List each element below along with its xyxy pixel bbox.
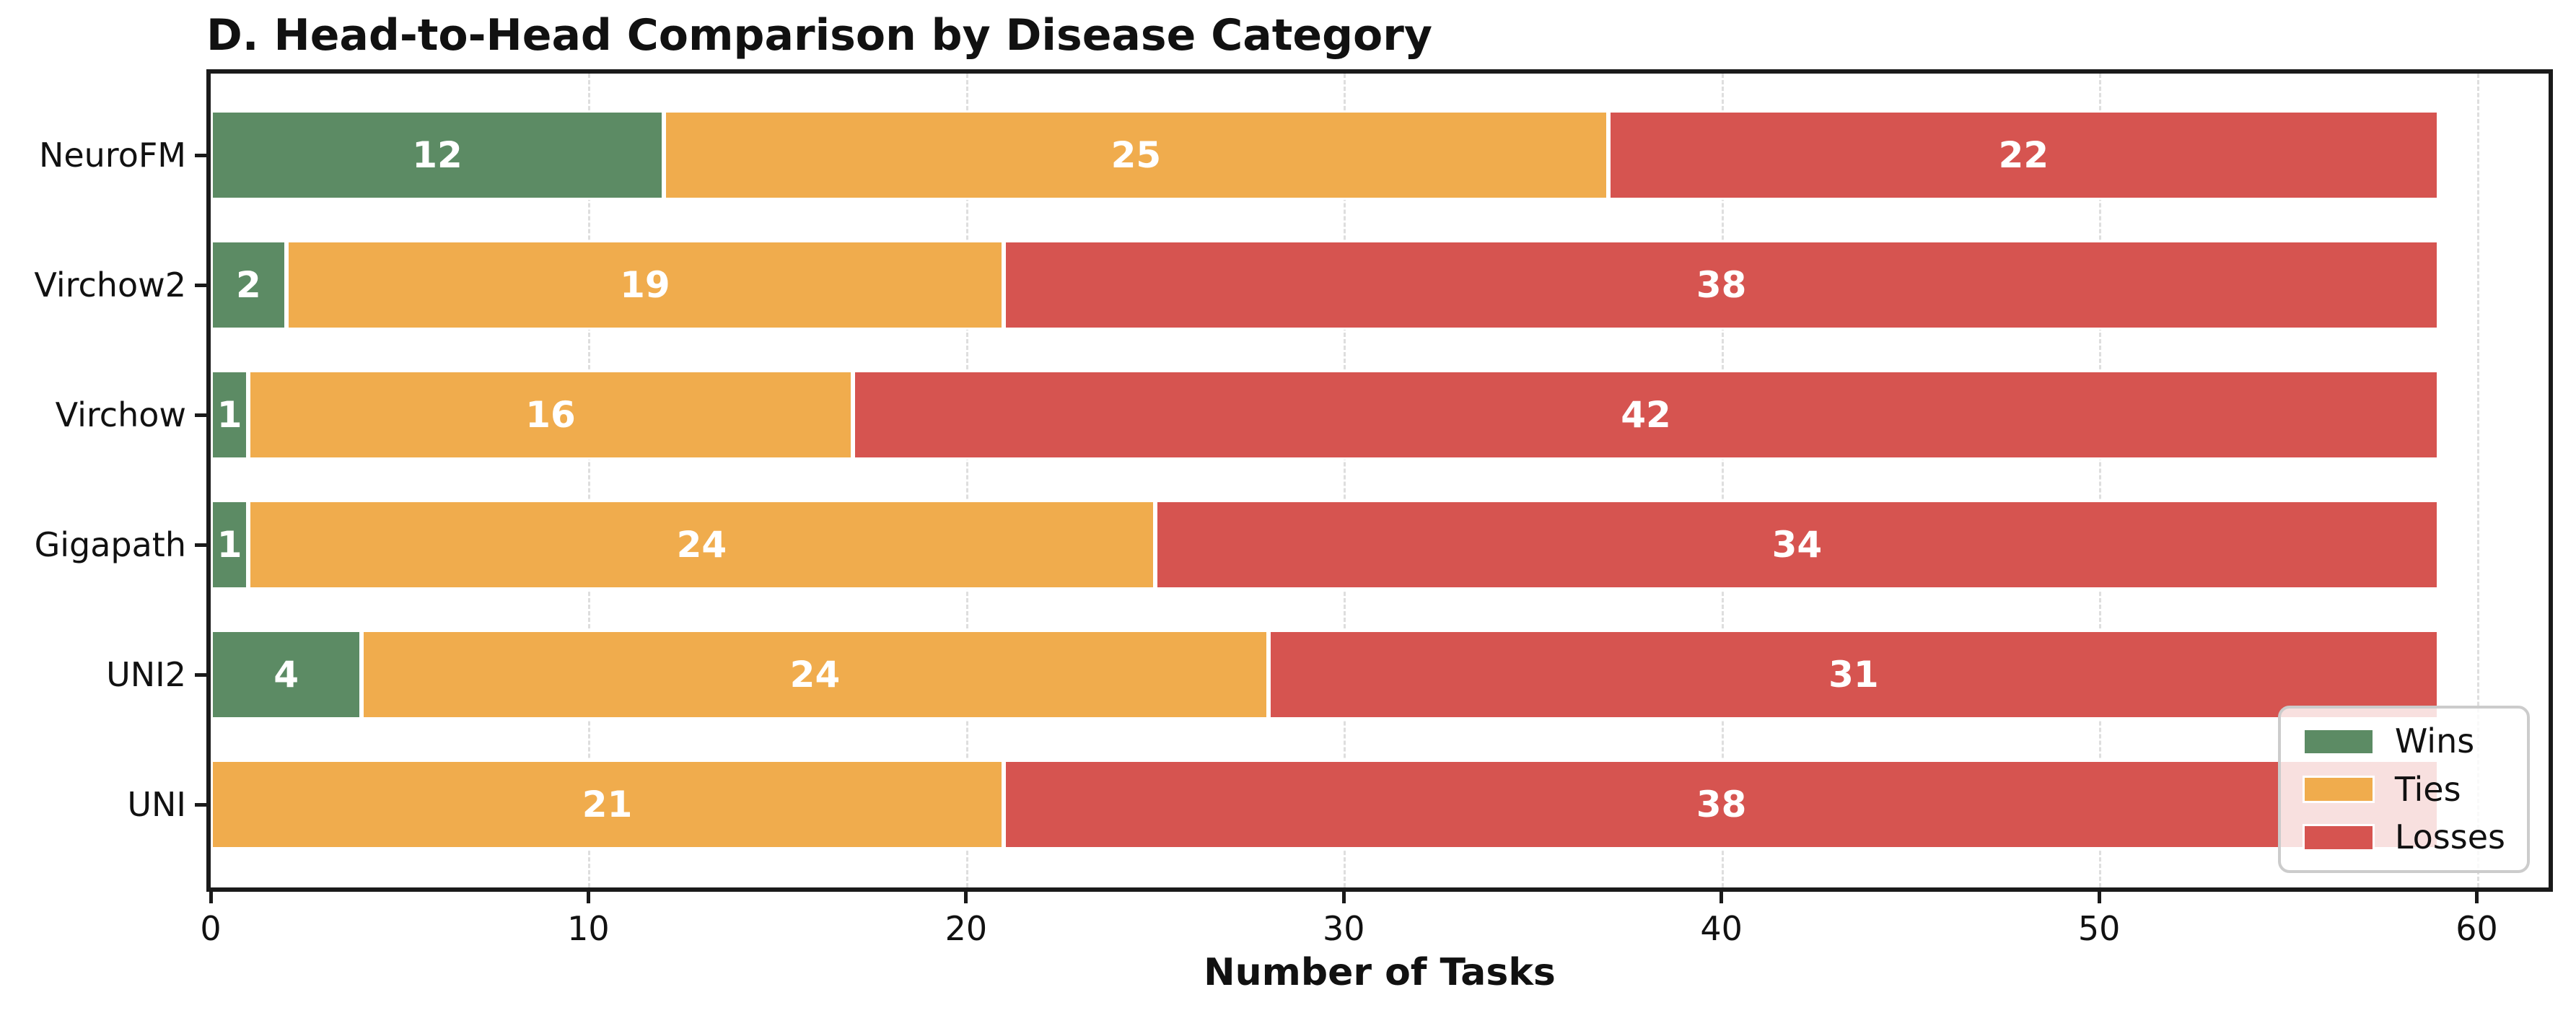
bar-value-label: 16 [525, 394, 576, 436]
gridline-60 [2476, 74, 2479, 887]
x-tick-mark [1719, 892, 1724, 903]
bar-value-label: 31 [1828, 654, 1879, 696]
bar-row-virchow2: 2 19 38 [211, 240, 2549, 330]
bar-segment-losses: 31 [1268, 630, 2440, 719]
x-tick-mark [2097, 892, 2101, 903]
x-tick-label-60: 60 [2455, 909, 2498, 948]
y-tick-mark [195, 672, 206, 677]
y-axis-label-uni: UNI [127, 785, 186, 824]
bar-segment-ties: 21 [211, 760, 1004, 849]
bar-row-gigapath: 1 24 34 [211, 500, 2549, 589]
bar-segment-wins: 1 [211, 370, 249, 460]
gridline-30 [1344, 74, 1346, 887]
plot-area: 12 25 22 2 19 38 1 16 42 1 24 34 4 24 31 21 38 Wins Ties Lo… [206, 69, 2553, 892]
legend-swatch-losses [2302, 823, 2375, 851]
legend-item-losses: Losses [2302, 817, 2505, 857]
bar-segment-ties: 25 [664, 110, 1608, 200]
bar-value-label: 12 [412, 134, 463, 176]
legend-swatch-ties [2302, 776, 2375, 804]
bar-value-label: 24 [676, 524, 727, 566]
x-tick-label-20: 20 [945, 909, 988, 948]
bar-segment-ties: 16 [248, 370, 853, 460]
bar-value-label: 2 [235, 264, 261, 306]
bar-segment-ties: 24 [362, 630, 1269, 719]
x-tick-mark [586, 892, 590, 903]
x-tick-label-30: 30 [1322, 909, 1365, 948]
bar-row-uni: 21 38 [211, 760, 2549, 849]
bar-row-neurofm: 12 25 22 [211, 110, 2549, 200]
bar-value-label: 1 [216, 394, 242, 436]
bar-value-label: 1 [216, 524, 242, 566]
bar-segment-wins: 1 [211, 500, 249, 589]
y-axis-label-uni2: UNI2 [106, 655, 186, 694]
x-tick-mark [209, 892, 213, 903]
x-tick-label-0: 0 [200, 909, 222, 948]
bar-segment-losses: 38 [1004, 760, 2440, 849]
bar-segment-losses: 42 [852, 370, 2440, 460]
bar-segment-losses: 38 [1004, 240, 2440, 330]
gridline-50 [2099, 74, 2102, 887]
x-tick-label-50: 50 [2077, 909, 2121, 948]
y-tick-mark [195, 283, 206, 287]
bar-segment-wins: 4 [211, 630, 362, 719]
y-tick-mark [195, 802, 206, 807]
bar-value-label: 38 [1696, 264, 1747, 306]
y-axis-label-virchow2: Virchow2 [34, 266, 186, 304]
legend-label: Losses [2394, 817, 2505, 857]
gridline-10 [588, 74, 591, 887]
x-axis-label: Number of Tasks [1204, 951, 1556, 994]
x-tick-label-10: 10 [567, 909, 610, 948]
x-tick-label-40: 40 [1700, 909, 1743, 948]
y-tick-mark [195, 413, 206, 417]
bar-value-label: 24 [789, 654, 841, 696]
bar-row-uni2: 4 24 31 [211, 630, 2549, 719]
bar-segment-ties: 19 [286, 240, 1004, 330]
gridline-20 [965, 74, 968, 887]
y-tick-mark [195, 543, 206, 547]
bar-value-label: 38 [1696, 784, 1747, 825]
bar-value-label: 19 [620, 264, 670, 306]
bar-segment-wins: 12 [211, 110, 665, 200]
bar-segment-wins: 2 [211, 240, 286, 330]
bar-row-virchow: 1 16 42 [211, 370, 2549, 460]
bar-value-label: 22 [1998, 134, 2049, 176]
legend-swatch-wins [2302, 727, 2375, 755]
y-axis-label-virchow: Virchow [55, 395, 186, 434]
bar-segment-ties: 24 [248, 500, 1155, 589]
y-axis-label-gigapath: Gigapath [34, 525, 186, 564]
legend-item-ties: Ties [2302, 769, 2505, 809]
legend-label: Wins [2394, 722, 2475, 761]
y-axis-label-neurofm: NeuroFM [38, 136, 186, 175]
x-tick-mark [1341, 892, 1346, 903]
y-tick-mark [195, 153, 206, 157]
bar-value-label: 25 [1110, 134, 1162, 176]
x-tick-mark [964, 892, 968, 903]
legend-item-wins: Wins [2302, 722, 2505, 761]
chart-title: D. Head-to-Head Comparison by Disease Ca… [206, 10, 1432, 61]
legend-label: Ties [2394, 769, 2461, 809]
legend: Wins Ties Losses [2277, 706, 2530, 873]
bar-value-label: 42 [1621, 394, 1671, 436]
bar-segment-losses: 34 [1155, 500, 2440, 589]
bar-value-label: 34 [1771, 524, 1823, 566]
bar-value-label: 21 [582, 784, 633, 825]
gridline-40 [1721, 74, 1724, 887]
bar-segment-losses: 22 [1608, 110, 2440, 200]
x-tick-mark [2475, 892, 2479, 903]
bar-value-label: 4 [273, 654, 299, 696]
